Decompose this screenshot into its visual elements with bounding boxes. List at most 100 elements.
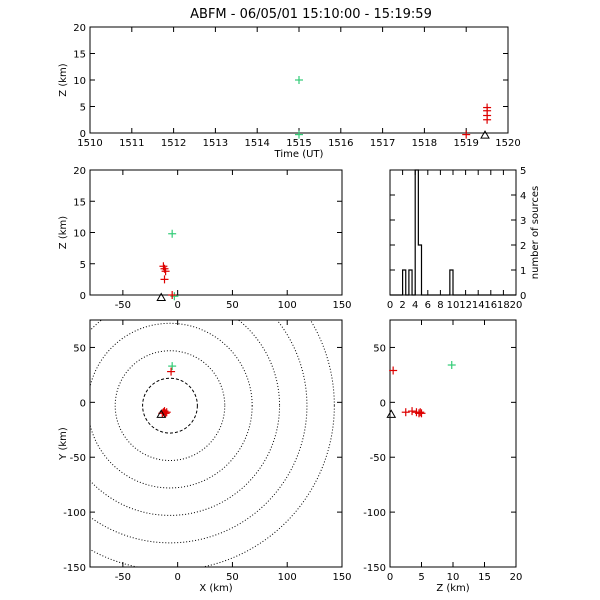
y-axis-label: number of sources — [530, 186, 541, 279]
x-tick-label: 12 — [459, 300, 472, 311]
y-tick-label: -50 — [370, 453, 386, 464]
x-tick-label: 1511 — [119, 138, 144, 149]
range-ring — [142, 377, 198, 434]
y-tick-label: 4 — [520, 191, 526, 202]
x-tick-label: 1516 — [328, 138, 353, 149]
station-triangle — [156, 409, 167, 418]
y-tick-label: 15 — [73, 197, 86, 208]
range-ring — [90, 322, 253, 489]
x-tick-label: 1520 — [495, 138, 520, 149]
y-tick-label: 20 — [73, 166, 86, 177]
y-tick-label: 2 — [520, 241, 526, 252]
x-tick-label: 1518 — [412, 138, 437, 149]
x-tick-label: 16 — [484, 300, 497, 311]
x-tick-label: 0 — [174, 300, 180, 311]
station-triangle — [480, 130, 490, 139]
y-tick-label: 20 — [73, 23, 86, 34]
x-tick-label: 20 — [510, 572, 523, 583]
panel-height-y: 0 5 10 15 20 -150 -100 -50 0 50 Z (km) — [363, 319, 523, 594]
panel-time-height: 1510 1511 1512 1513 1514 1515 1516 1517 1518 1519… — [58, 23, 521, 160]
red-plus-point — [416, 408, 425, 417]
y-tick-label: 3 — [520, 216, 526, 227]
range-ring — [114, 350, 226, 462]
y-axis-label: Y (km) — [58, 427, 69, 461]
x-axis-label: X (km) — [199, 583, 232, 594]
red-plus-point — [167, 367, 176, 376]
red-plus-point — [462, 130, 471, 139]
red-plus-point — [408, 407, 417, 416]
green-plus-point — [295, 130, 303, 139]
axes-frame — [89, 169, 343, 296]
y-tick-label: 0 — [80, 291, 86, 302]
x-tick-label: 4 — [412, 300, 418, 311]
x-tick-label: 18 — [497, 300, 510, 311]
x-tick-label: 2 — [399, 300, 405, 311]
range-ring — [90, 320, 335, 567]
red-plus-point — [483, 115, 492, 124]
x-tick-label: 20 — [510, 300, 523, 311]
red-plus-point — [160, 275, 169, 284]
x-tick-label: 1510 — [77, 138, 102, 149]
y-tick-label: -150 — [63, 563, 86, 574]
red-plus-point — [168, 291, 177, 299]
green-plus-point — [168, 229, 177, 238]
x-tick-label: 8 — [437, 300, 443, 311]
y-tick-label: 15 — [73, 50, 86, 61]
y-tick-label: 0 — [80, 398, 86, 409]
x-tick-label: 100 — [278, 300, 297, 311]
x-axis-label: Time (UT) — [274, 149, 324, 160]
range-rings — [90, 320, 335, 567]
y-tick-label: 5 — [80, 103, 86, 114]
axes-frame — [389, 319, 517, 568]
y-tick-label: -100 — [363, 508, 386, 519]
x-tick-label: 50 — [226, 572, 239, 583]
x-tick-label: 1512 — [161, 138, 186, 149]
x-tick-label: 150 — [332, 572, 351, 583]
x-tick-label: -50 — [115, 572, 131, 583]
y-tick-label: 5 — [520, 166, 526, 177]
green-plus-point — [168, 362, 177, 371]
red-plus-point — [417, 409, 426, 418]
station-triangle — [386, 409, 397, 418]
x-tick-label: 50 — [226, 300, 239, 311]
y-tick-label: 5 — [80, 260, 86, 271]
red-plus-point — [389, 366, 398, 375]
x-tick-label: 100 — [278, 572, 297, 583]
y-tick-label: 10 — [73, 229, 86, 240]
x-axis-label: Z (km) — [436, 583, 469, 594]
figure-title: ABFM - 06/05/01 15:10:00 - 15:19:59 — [190, 7, 432, 22]
y-tick-label: -100 — [63, 508, 86, 519]
x-tick-label: 14 — [472, 300, 485, 311]
red-plus-point — [401, 408, 410, 417]
x-tick-label: 1519 — [453, 138, 478, 149]
range-ring — [90, 320, 308, 544]
red-plus-point — [162, 408, 171, 417]
x-tick-label: 1515 — [286, 138, 311, 149]
x-tick-label: 6 — [425, 300, 431, 311]
green-plus-point — [295, 76, 303, 84]
y-tick-label: 50 — [373, 343, 386, 354]
x-tick-label: 1514 — [244, 138, 269, 149]
y-tick-label: -150 — [363, 563, 386, 574]
x-tick-label: 15 — [478, 572, 491, 583]
x-tick-label: 1517 — [370, 138, 395, 149]
y-tick-label: -50 — [70, 453, 86, 464]
x-tick-label: 150 — [332, 300, 351, 311]
x-tick-label: 0 — [387, 300, 393, 311]
y-tick-label: 10 — [73, 76, 86, 87]
histogram-step — [390, 169, 516, 296]
green-plus-point — [447, 361, 456, 370]
y-tick-label: 0 — [520, 291, 526, 302]
range-ring — [90, 320, 281, 516]
x-tick-label: 0 — [387, 572, 393, 583]
y-axis-label: Z (km) — [58, 216, 69, 249]
axes-frame — [89, 319, 343, 568]
y-tick-label: 1 — [520, 266, 526, 277]
x-tick-label: 1513 — [203, 138, 228, 149]
x-tick-label: 5 — [418, 572, 424, 583]
panel-x-height: -50 0 50 100 150 0 5 10 15 20 Z (km) — [58, 166, 352, 311]
x-tick-label: 10 — [447, 300, 460, 311]
